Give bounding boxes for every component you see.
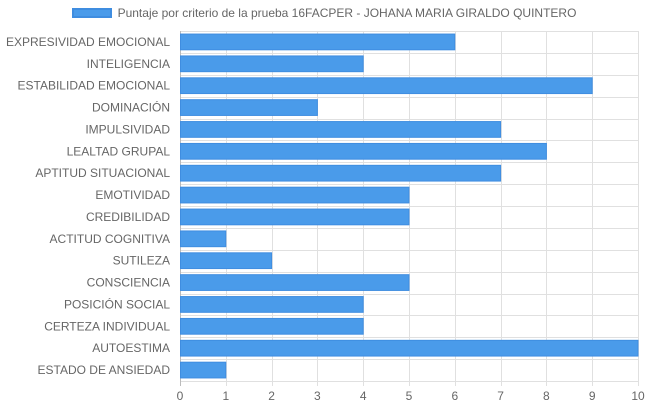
bar[interactable]: [180, 55, 364, 73]
x-tick-label: 0: [177, 389, 184, 403]
bar[interactable]: [180, 77, 593, 95]
x-tick-label: 9: [589, 389, 596, 403]
x-tick-label: 5: [406, 389, 413, 403]
x-tick-label: 10: [631, 389, 645, 403]
bar[interactable]: [180, 274, 410, 291]
x-tick-label: 8: [543, 389, 550, 403]
category-label: AUTOESTIMA: [92, 341, 170, 355]
bar[interactable]: [180, 164, 502, 182]
x-tick-label: 4: [360, 389, 367, 403]
x-tick-label: 3: [314, 389, 321, 403]
category-label: APTITUD SITUACIONAL: [35, 166, 170, 180]
chart-legend[interactable]: Puntaje por criterio de la prueba 16FACP…: [0, 5, 648, 20]
x-tick-label: 1: [222, 389, 229, 403]
category-label: POSICIÓN SOCIAL: [64, 296, 170, 311]
legend-label: Puntaje por criterio de la prueba 16FACP…: [117, 5, 577, 20]
category-label: INTELIGENCIA: [87, 57, 170, 71]
bar[interactable]: [180, 296, 364, 313]
category-label: CREDIBILIDAD: [86, 210, 170, 224]
bar[interactable]: [180, 99, 318, 116]
bar[interactable]: [180, 317, 364, 335]
category-label: EXPRESIVIDAD EMOCIONAL: [6, 35, 170, 49]
x-tick-label: 7: [497, 389, 504, 403]
x-tick-label: 2: [268, 389, 275, 403]
bar[interactable]: [180, 208, 410, 226]
category-label: SUTILEZA: [113, 254, 170, 268]
bar[interactable]: [180, 339, 639, 357]
category-label: ACTITUD COGNITIVA: [50, 232, 170, 246]
category-label: ESTADO DE ANSIEDAD: [38, 363, 171, 377]
bar[interactable]: [180, 252, 273, 270]
category-label: CONSCIENCIA: [87, 276, 170, 290]
category-label: CERTEZA INDIVIDUAL: [44, 319, 170, 333]
x-tick-label: 6: [451, 389, 458, 403]
bar[interactable]: [180, 186, 410, 204]
bar[interactable]: [180, 361, 227, 379]
legend-swatch: [71, 7, 112, 18]
bar[interactable]: [180, 230, 227, 248]
category-label: IMPULSIVIDAD: [85, 122, 170, 136]
category-label: LEALTAD GRUPAL: [67, 144, 171, 158]
bar[interactable]: [180, 121, 502, 138]
bar[interactable]: [180, 33, 456, 51]
bar[interactable]: [180, 142, 547, 160]
category-label: EMOTIVIDAD: [95, 188, 170, 202]
category-label: DOMINACIÓN: [92, 100, 170, 115]
category-label: ESTABILIDAD EMOCIONAL: [18, 79, 171, 93]
